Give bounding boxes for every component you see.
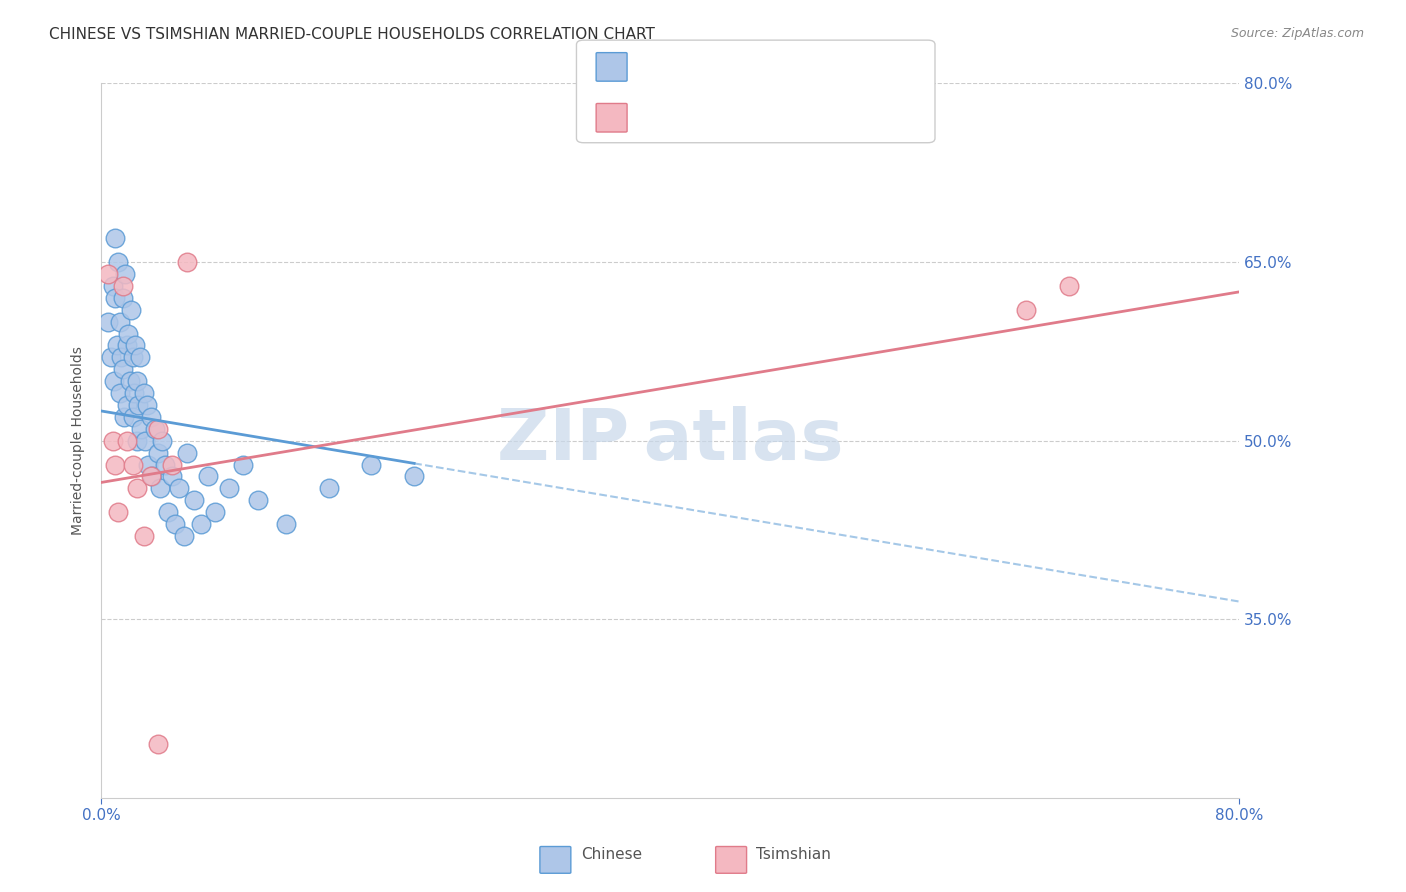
Text: 57: 57 (792, 54, 817, 71)
Point (190, 517, 212, 532)
Point (204, 505, 226, 519)
Point (143, 422, 166, 436)
Point (146, 738, 169, 752)
Text: CHINESE VS TSIMSHIAN MARRIED-COUPLE HOUSEHOLDS CORRELATION CHART: CHINESE VS TSIMSHIAN MARRIED-COUPLE HOUS… (49, 27, 655, 42)
Point (146, 445, 169, 459)
Point (117, 326, 139, 341)
Y-axis label: Married-couple Households: Married-couple Households (72, 346, 86, 535)
Point (218, 482, 240, 496)
Point (162, 458, 184, 472)
Point (141, 469, 163, 483)
Point (125, 374, 148, 388)
Point (146, 422, 169, 436)
Point (115, 338, 138, 352)
Point (108, 386, 131, 401)
Point (118, 374, 141, 388)
Text: N =: N = (759, 104, 799, 122)
Point (155, 458, 177, 472)
Point (157, 505, 180, 519)
Point (173, 529, 195, 543)
Point (162, 469, 184, 483)
Point (120, 302, 142, 317)
Text: R =: R = (640, 104, 679, 122)
Point (111, 279, 134, 293)
Text: Tsimshian: Tsimshian (756, 847, 831, 863)
Point (101, 279, 124, 293)
Point (132, 386, 155, 401)
Text: 0.358: 0.358 (672, 104, 730, 122)
Point (1015, 302, 1038, 317)
Point (129, 422, 152, 436)
Text: -0.128: -0.128 (672, 54, 737, 71)
Point (110, 351, 132, 365)
Text: 15: 15 (792, 104, 817, 122)
Point (125, 482, 148, 496)
Point (124, 338, 146, 352)
Point (115, 398, 138, 412)
Point (121, 351, 143, 365)
Point (115, 434, 138, 448)
Point (197, 469, 219, 483)
Point (1057, 279, 1080, 293)
Point (121, 458, 143, 472)
Point (404, 469, 426, 483)
Point (360, 458, 382, 472)
Point (139, 469, 162, 483)
Point (103, 374, 125, 388)
Point (183, 493, 205, 508)
Point (128, 351, 150, 365)
Text: ZIP atlas: ZIP atlas (496, 406, 844, 475)
Point (114, 267, 136, 281)
Point (127, 398, 149, 412)
Point (135, 398, 157, 412)
Text: R =: R = (640, 54, 679, 71)
Point (134, 434, 156, 448)
Point (107, 255, 129, 269)
Point (97, 267, 120, 281)
Point (232, 458, 254, 472)
Point (136, 458, 159, 472)
Point (97, 315, 120, 329)
Text: Chinese: Chinese (581, 847, 641, 863)
Point (121, 409, 143, 424)
Point (276, 517, 298, 532)
Point (100, 351, 122, 365)
Point (104, 291, 127, 305)
Point (176, 445, 198, 459)
Text: N =: N = (759, 54, 799, 71)
Point (148, 482, 170, 496)
Point (107, 505, 129, 519)
Point (165, 517, 187, 532)
Point (132, 529, 155, 543)
Point (318, 482, 340, 496)
Point (111, 362, 134, 376)
Point (108, 315, 131, 329)
Point (176, 255, 198, 269)
Point (125, 434, 148, 448)
Point (246, 493, 269, 508)
Point (104, 458, 127, 472)
Point (139, 409, 162, 424)
Point (169, 482, 191, 496)
Point (150, 434, 173, 448)
Point (112, 409, 135, 424)
Point (104, 231, 127, 245)
Text: Source: ZipAtlas.com: Source: ZipAtlas.com (1230, 27, 1364, 40)
Point (101, 434, 124, 448)
Point (122, 386, 145, 401)
Point (111, 291, 134, 305)
Point (105, 338, 128, 352)
